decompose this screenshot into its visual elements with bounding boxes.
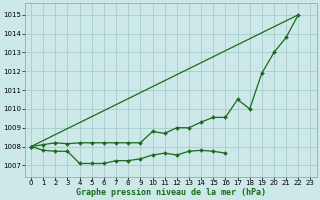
X-axis label: Graphe pression niveau de la mer (hPa): Graphe pression niveau de la mer (hPa) bbox=[76, 188, 266, 197]
